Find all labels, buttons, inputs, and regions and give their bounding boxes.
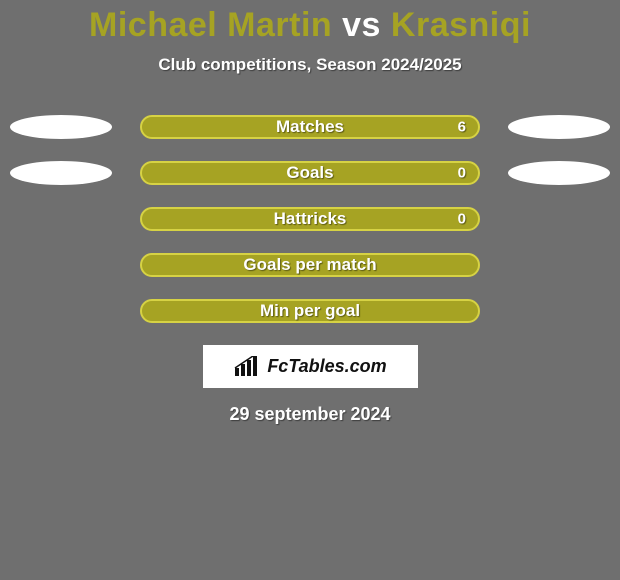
stat-label: Min per goal — [260, 301, 360, 321]
stat-row: Matches 6 — [10, 115, 610, 139]
logo-text: FcTables.com — [267, 356, 386, 377]
title-player2: Krasniqi — [391, 6, 531, 44]
date-text: 29 september 2024 — [0, 404, 620, 425]
stat-row: Goals 0 — [10, 161, 610, 185]
stat-label: Goals per match — [243, 255, 376, 275]
stat-label: Goals — [286, 163, 333, 183]
stat-label: Matches — [276, 117, 344, 137]
stat-rows: Matches 6 Goals 0 Hattricks 0 Goals per match M… — [0, 115, 620, 323]
comparison-infographic: Michael Martin vs Krasniqi Club competit… — [0, 0, 620, 580]
stat-bar: Matches 6 — [140, 115, 480, 139]
left-ellipse — [10, 161, 112, 185]
stat-value: 0 — [458, 211, 466, 228]
stat-bar: Goals 0 — [140, 161, 480, 185]
title-vs: vs — [342, 6, 381, 44]
stat-value: 6 — [458, 119, 466, 136]
stat-bar: Min per goal — [140, 299, 480, 323]
stat-label: Hattricks — [274, 209, 347, 229]
right-ellipse — [508, 115, 610, 139]
right-ellipse — [508, 161, 610, 185]
stat-row: Goals per match — [10, 253, 610, 277]
stat-row: Hattricks 0 — [10, 207, 610, 231]
logo-box: FcTables.com — [203, 345, 418, 388]
page-title: Michael Martin vs Krasniqi — [0, 0, 620, 45]
subtitle: Club competitions, Season 2024/2025 — [0, 55, 620, 75]
bar-chart-icon — [233, 356, 261, 378]
stat-bar: Goals per match — [140, 253, 480, 277]
left-ellipse — [10, 115, 112, 139]
title-player1: Michael Martin — [89, 6, 332, 44]
stat-value: 0 — [458, 165, 466, 182]
stat-row: Min per goal — [10, 299, 610, 323]
stat-bar: Hattricks 0 — [140, 207, 480, 231]
